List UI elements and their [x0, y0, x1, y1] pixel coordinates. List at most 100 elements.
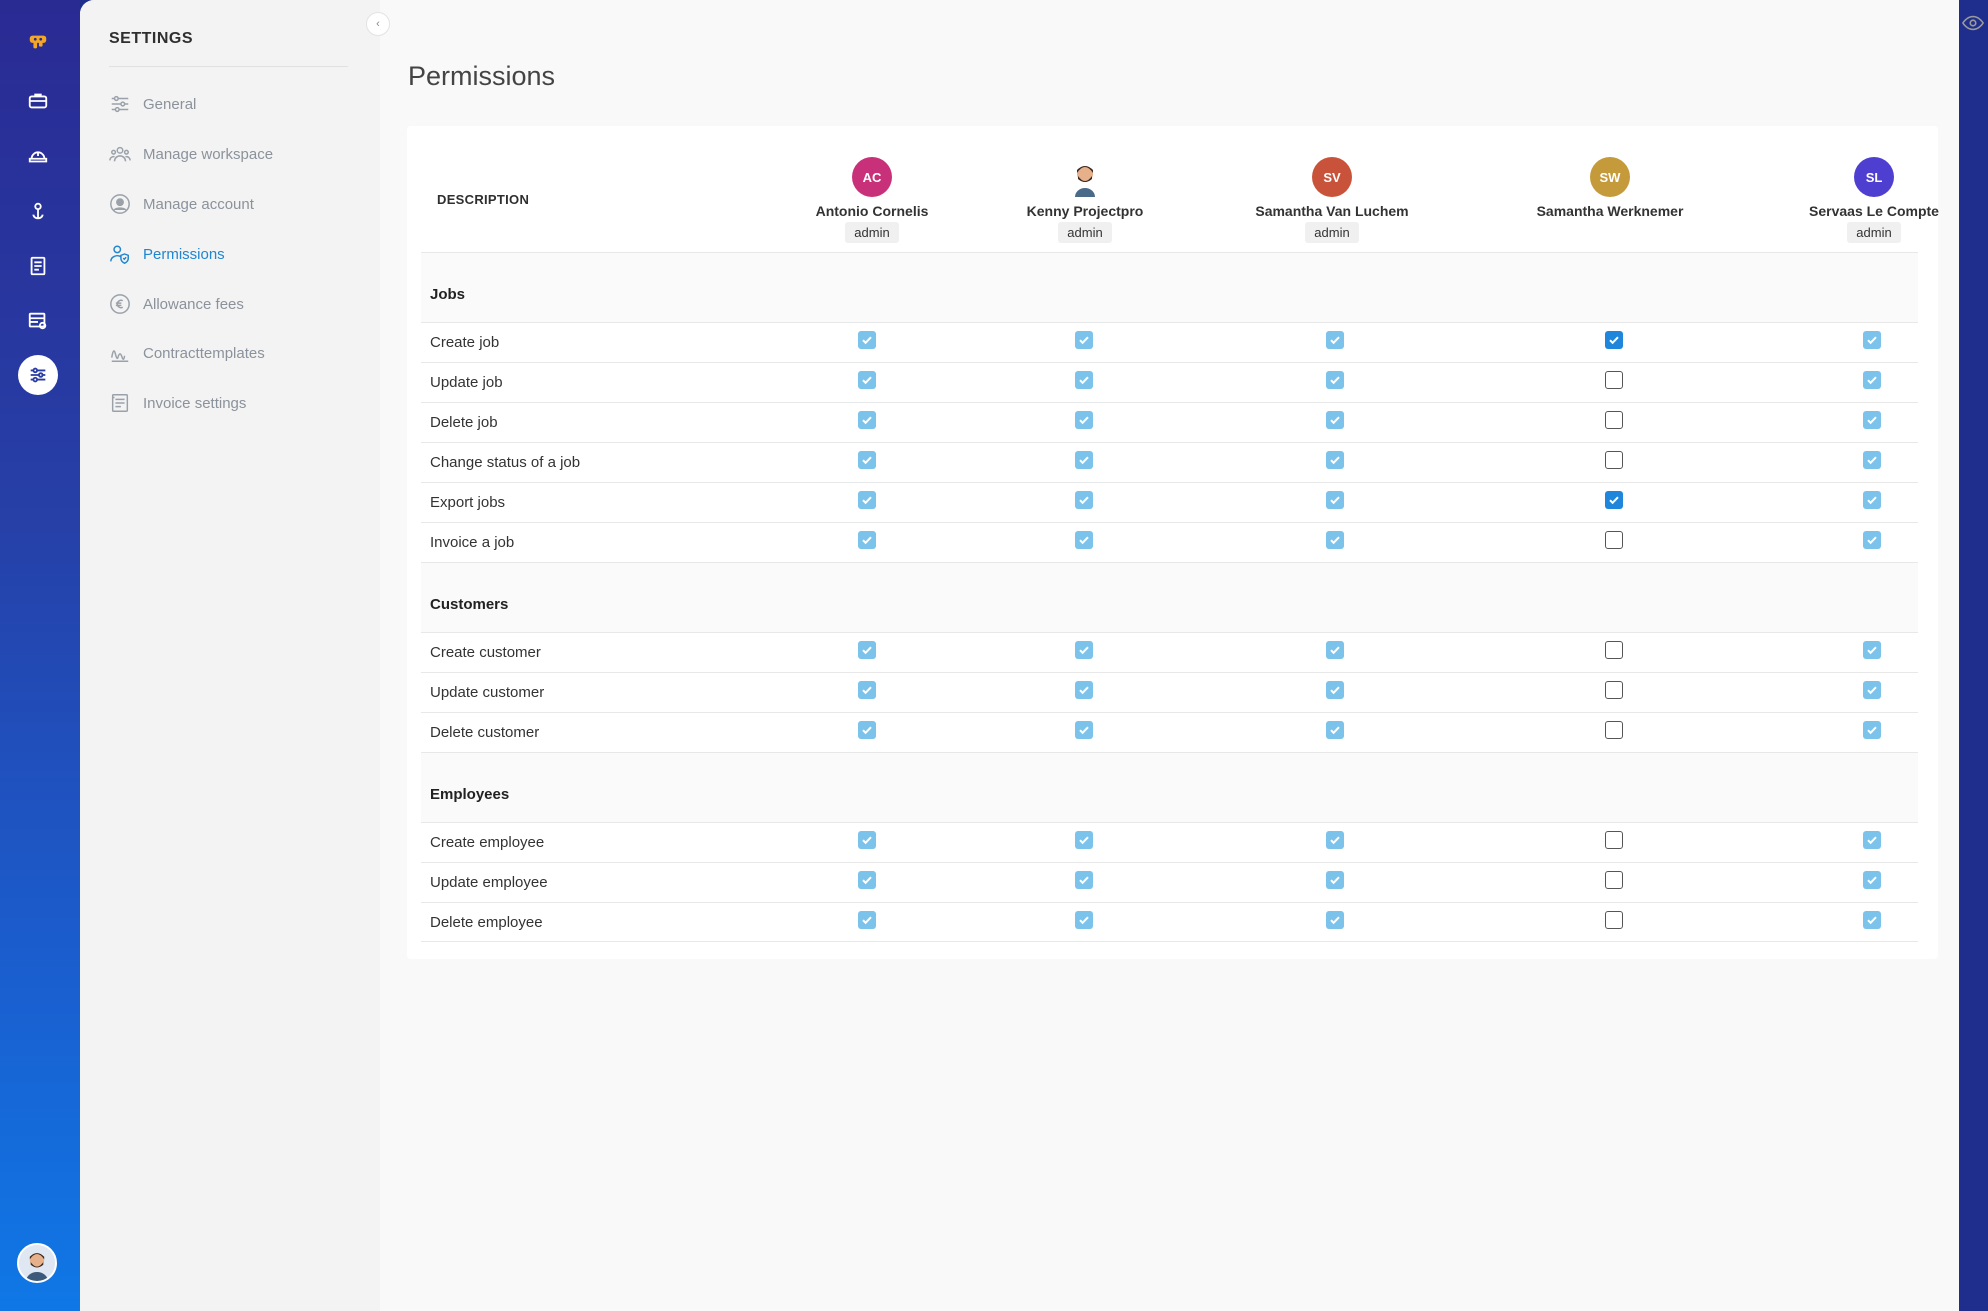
permission-checkbox[interactable] — [1075, 681, 1093, 699]
user-anchor-icon[interactable] — [18, 191, 58, 231]
permission-checkbox[interactable] — [1605, 331, 1623, 349]
role-badge: admin — [1847, 222, 1901, 243]
permission-checkbox[interactable] — [1605, 871, 1623, 889]
permission-checkbox[interactable] — [1605, 491, 1623, 509]
user-name: Samantha Werknemer — [1536, 203, 1684, 219]
permission-checkbox[interactable] — [1605, 831, 1623, 849]
permission-checkbox[interactable] — [1863, 911, 1881, 929]
permission-checkbox[interactable] — [858, 411, 876, 429]
permission-checkbox[interactable] — [1863, 641, 1881, 659]
user-circle-icon — [110, 194, 130, 214]
table-settings-icon[interactable] — [18, 301, 58, 341]
permission-checkbox[interactable] — [1863, 831, 1881, 849]
permission-checkbox[interactable] — [1075, 451, 1093, 469]
permission-checkbox[interactable] — [1326, 491, 1344, 509]
permission-checkbox[interactable] — [858, 531, 876, 549]
permission-checkbox[interactable] — [1326, 371, 1344, 389]
avatar: SV — [1312, 157, 1352, 197]
permission-checkbox[interactable] — [1863, 491, 1881, 509]
permission-checkbox[interactable] — [1605, 721, 1623, 739]
permission-checkbox[interactable] — [1326, 451, 1344, 469]
permission-checkbox[interactable] — [1075, 371, 1093, 389]
permission-checkbox[interactable] — [1326, 871, 1344, 889]
permission-checkbox[interactable] — [858, 331, 876, 349]
permission-checkbox[interactable] — [1863, 871, 1881, 889]
briefcase-icon[interactable] — [18, 81, 58, 121]
menu-item-general[interactable]: General — [109, 89, 196, 119]
permission-checkbox[interactable] — [1605, 641, 1623, 659]
menu-item-manage-workspace[interactable]: Manage workspace — [109, 139, 273, 169]
permission-checkbox[interactable] — [1326, 331, 1344, 349]
menu-item-manage-account[interactable]: Manage account — [109, 189, 254, 219]
role-badge: admin — [1305, 222, 1359, 243]
permission-checkbox[interactable] — [858, 871, 876, 889]
permission-label: Invoice a job — [430, 534, 515, 551]
permission-label: Delete employee — [430, 914, 543, 931]
permission-checkbox[interactable] — [1075, 531, 1093, 549]
user-name: Kenny Projectpro — [1026, 203, 1144, 219]
avatar: SL — [1854, 157, 1894, 197]
section-label: Customers — [430, 596, 509, 613]
permission-checkbox[interactable] — [1326, 411, 1344, 429]
permission-checkbox[interactable] — [1075, 331, 1093, 349]
menu-item-allowance-fees[interactable]: Allowance fees — [109, 289, 244, 319]
menu-item-label: Manage workspace — [143, 145, 274, 163]
permission-checkbox[interactable] — [1326, 911, 1344, 929]
permission-checkbox[interactable] — [1326, 831, 1344, 849]
permission-checkbox[interactable] — [1605, 911, 1623, 929]
menu-item-contracttemplates[interactable]: Contracttemplates — [109, 338, 265, 368]
euro-icon — [110, 294, 130, 314]
permission-checkbox[interactable] — [858, 681, 876, 699]
permission-checkbox[interactable] — [1075, 491, 1093, 509]
permission-checkbox[interactable] — [1605, 451, 1623, 469]
user-shield-icon — [110, 245, 129, 264]
permission-checkbox[interactable] — [1863, 721, 1881, 739]
menu-item-label: Permissions — [143, 245, 225, 263]
table-row: Invoice a job — [421, 522, 1918, 562]
permission-checkbox[interactable] — [858, 911, 876, 929]
table-row: Create job — [421, 322, 1918, 362]
pp-logo-icon[interactable] — [18, 22, 58, 62]
eye-icon[interactable] — [1961, 12, 1985, 39]
menu-item-invoice-settings[interactable]: Invoice settings — [109, 388, 246, 418]
permission-checkbox[interactable] — [858, 371, 876, 389]
document-list-icon[interactable] — [18, 246, 58, 286]
menu-item-label: Invoice settings — [143, 394, 247, 412]
permission-label: Delete customer — [430, 724, 540, 741]
permission-checkbox[interactable] — [1075, 871, 1093, 889]
permission-checkbox[interactable] — [1075, 911, 1093, 929]
permission-checkbox[interactable] — [1605, 681, 1623, 699]
menu-item-permissions[interactable]: Permissions — [109, 239, 225, 269]
user-name: Servaas Le Compte — [1809, 203, 1939, 219]
permission-checkbox[interactable] — [1863, 411, 1881, 429]
permission-checkbox[interactable] — [858, 451, 876, 469]
permission-checkbox[interactable] — [1326, 641, 1344, 659]
permission-checkbox[interactable] — [1605, 531, 1623, 549]
permission-checkbox[interactable] — [1075, 411, 1093, 429]
permission-checkbox[interactable] — [1863, 451, 1881, 469]
permission-checkbox[interactable] — [858, 491, 876, 509]
sliders-icon[interactable] — [18, 355, 58, 395]
avatar: SW — [1590, 157, 1630, 197]
bearded-man-avatar[interactable] — [17, 1243, 57, 1283]
permission-checkbox[interactable] — [1605, 411, 1623, 429]
permission-checkbox[interactable] — [1326, 721, 1344, 739]
collapse-sidebar-button[interactable]: ‹ — [366, 12, 390, 36]
permission-checkbox[interactable] — [1075, 641, 1093, 659]
permission-checkbox[interactable] — [858, 641, 876, 659]
permission-checkbox[interactable] — [1863, 371, 1881, 389]
permission-checkbox[interactable] — [1075, 721, 1093, 739]
helmet-icon[interactable] — [18, 136, 58, 176]
divider — [421, 941, 1918, 942]
permission-checkbox[interactable] — [1605, 371, 1623, 389]
permission-checkbox[interactable] — [1326, 531, 1344, 549]
permission-checkbox[interactable] — [1326, 681, 1344, 699]
permission-checkbox[interactable] — [1863, 681, 1881, 699]
permission-checkbox[interactable] — [1863, 331, 1881, 349]
permission-label: Update customer — [430, 684, 545, 701]
permission-checkbox[interactable] — [858, 831, 876, 849]
permission-checkbox[interactable] — [1863, 531, 1881, 549]
permission-checkbox[interactable] — [858, 721, 876, 739]
permission-label: Create employee — [430, 834, 545, 851]
permission-checkbox[interactable] — [1075, 831, 1093, 849]
